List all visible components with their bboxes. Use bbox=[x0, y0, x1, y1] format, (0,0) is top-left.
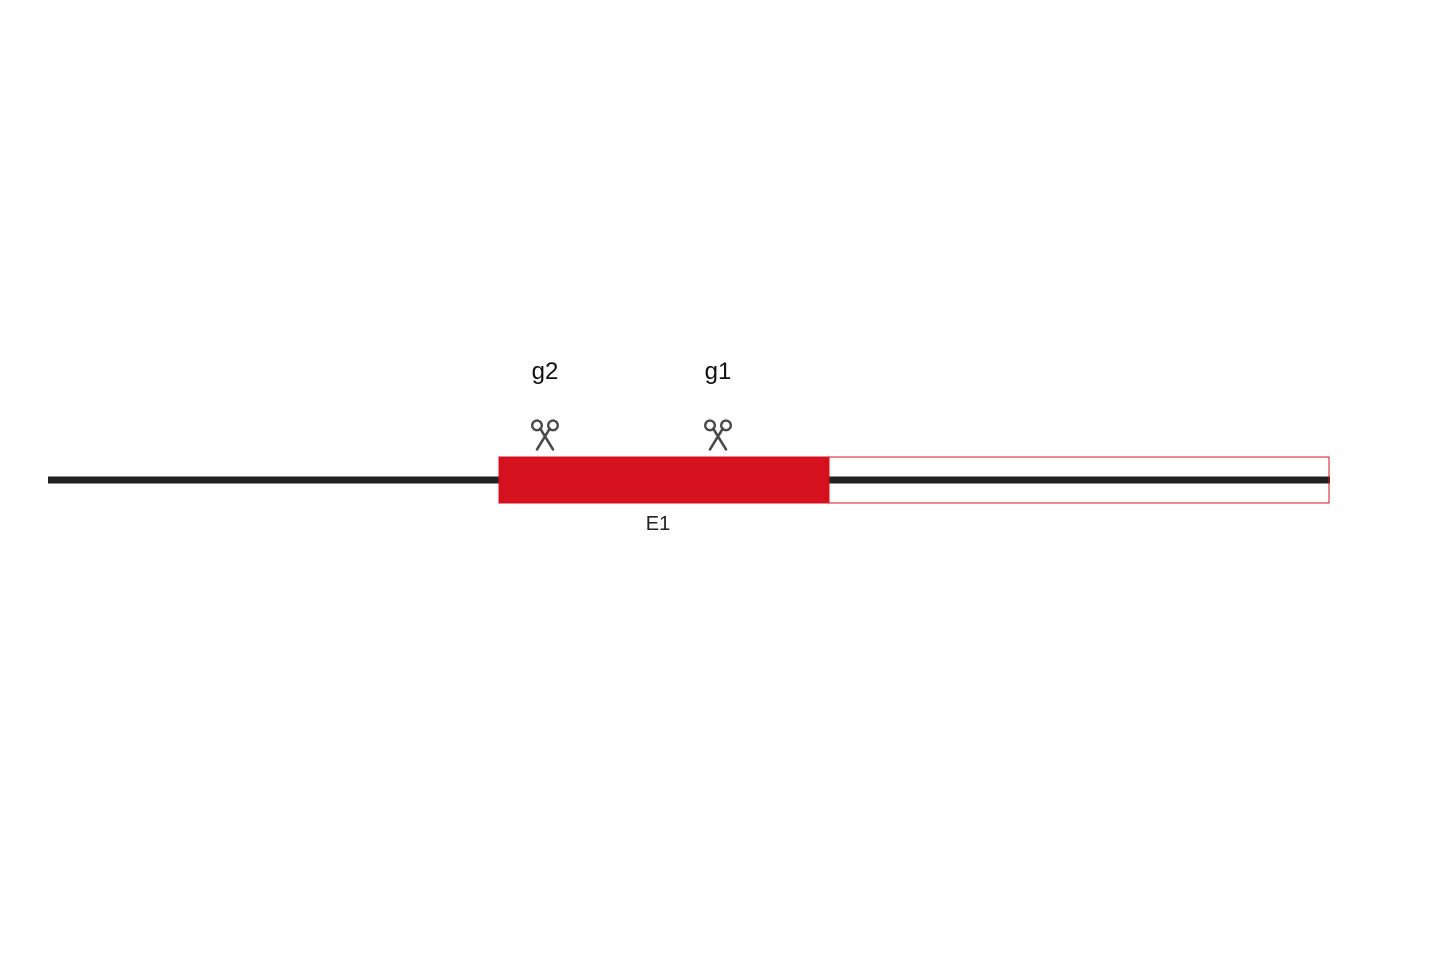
scissors-icon bbox=[705, 421, 731, 450]
exon1-filled bbox=[499, 457, 829, 503]
cut-site-g1: g1 bbox=[705, 358, 732, 449]
gene-diagram: E1 g2 g1 bbox=[0, 0, 1440, 960]
scissors-icon bbox=[532, 421, 558, 450]
cut-site-label-g1: g1 bbox=[705, 358, 732, 385]
cut-site-label-g2: g2 bbox=[532, 358, 559, 385]
exon-label: E1 bbox=[646, 513, 670, 535]
cut-site-g2: g2 bbox=[532, 358, 559, 449]
